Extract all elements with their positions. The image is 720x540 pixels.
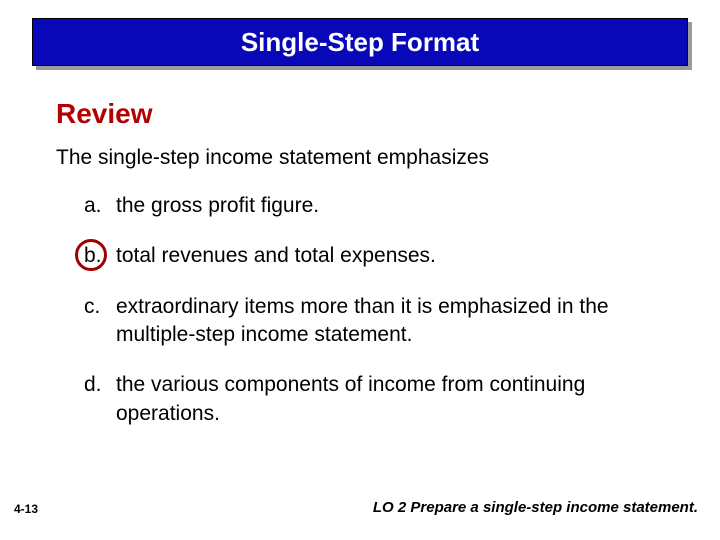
option-letter-text: b. — [84, 244, 102, 267]
option-letter: d. — [84, 371, 116, 399]
slide-number: 4-13 — [14, 502, 38, 516]
title-banner-main: Single-Step Format — [32, 18, 688, 66]
title-text: Single-Step Format — [241, 27, 479, 58]
title-banner: Single-Step Format — [32, 18, 688, 66]
option-letter: b. — [84, 242, 116, 270]
option-c: c. extraordinary items more than it is e… — [84, 293, 680, 350]
option-b: b. total revenues and total expenses. — [84, 242, 680, 270]
option-text: extraordinary items more than it is emph… — [116, 293, 680, 350]
option-a: a. the gross profit figure. — [84, 192, 680, 220]
option-letter: a. — [84, 192, 116, 220]
options-list: a. the gross profit figure. b. total rev… — [56, 192, 680, 428]
option-text: the gross profit figure. — [116, 192, 680, 220]
option-letter: c. — [84, 293, 116, 321]
option-d: d. the various components of income from… — [84, 371, 680, 428]
option-text: the various components of income from co… — [116, 371, 680, 428]
question-stem: The single-step income statement emphasi… — [56, 146, 680, 170]
content-area: Review The single-step income statement … — [56, 98, 680, 450]
review-heading: Review — [56, 98, 680, 130]
learning-objective: LO 2 Prepare a single-step income statem… — [373, 499, 698, 516]
option-text: total revenues and total expenses. — [116, 242, 680, 270]
